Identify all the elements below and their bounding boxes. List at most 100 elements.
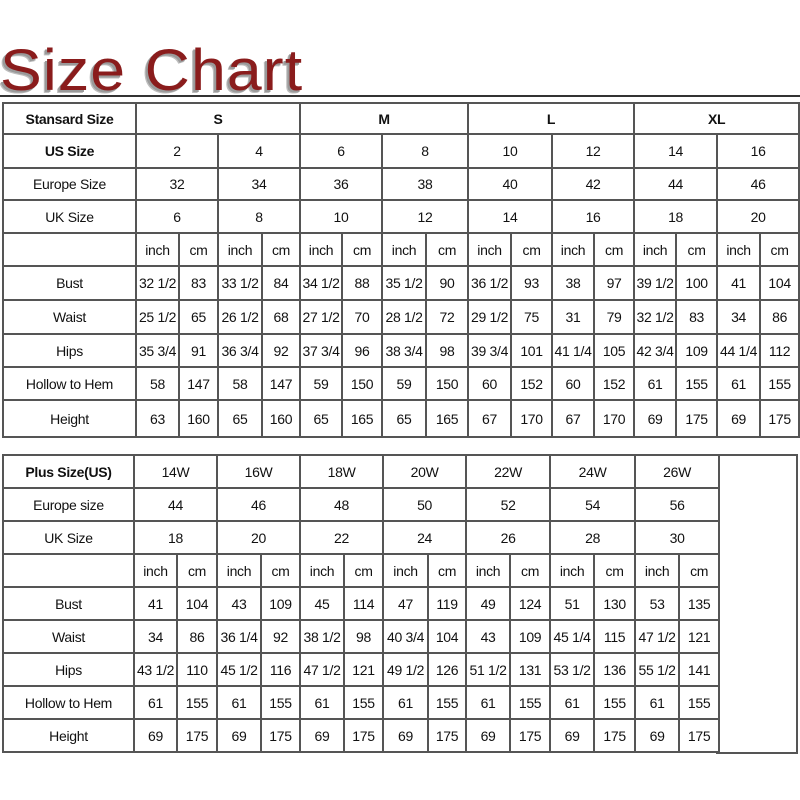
unit-header: cm	[425, 232, 470, 267]
measurement-value: 61	[549, 685, 596, 720]
measurement-value: 72	[425, 299, 470, 335]
uk-size-cell: 20	[216, 520, 302, 555]
plus-table-empty-area	[716, 454, 798, 754]
measurement-value: 150	[425, 366, 470, 401]
measurement-value: 32 1/2	[633, 299, 678, 335]
measurement-value: 155	[593, 685, 637, 720]
unit-header: cm	[260, 232, 302, 267]
measurement-value: 28 1/2	[381, 299, 428, 335]
unit-header: inch	[467, 232, 513, 267]
measurement-value: 152	[510, 366, 554, 401]
measurement-label: Hips	[2, 333, 137, 368]
measurement-value: 61	[299, 685, 346, 720]
measurement-label: Bust	[2, 586, 135, 621]
measurement-value: 69	[716, 399, 762, 438]
measurement-value: 41	[133, 586, 178, 621]
measurement-value: 175	[260, 718, 302, 753]
measurement-value: 69	[133, 718, 178, 753]
size-group-header: L	[467, 102, 636, 135]
eu-size-cell: 32	[135, 167, 219, 201]
measurement-value: 61	[133, 685, 178, 720]
measurement-value: 59	[299, 366, 344, 401]
us-size-cell: 6	[299, 133, 384, 169]
plus-size-header: 26W	[634, 454, 721, 489]
measurement-value: 61	[216, 685, 263, 720]
measurement-value: 101	[510, 333, 554, 368]
measurement-label: Hollow to Hem	[2, 366, 137, 401]
measurement-value: 35 1/2	[381, 265, 428, 301]
plus-size-header: 20W	[382, 454, 468, 489]
measurement-value: 25 1/2	[135, 299, 180, 335]
measurement-value: 45 1/2	[216, 652, 263, 687]
unit-header: inch	[551, 232, 596, 267]
row-header: Europe Size	[2, 167, 137, 201]
standard-size-table: Stansard Size S M L XL US Size 2 4 6 8 10 12 14 16 Eur…	[2, 102, 800, 438]
measurement-value: 29 1/2	[467, 299, 513, 335]
measurement-value: 69	[634, 718, 681, 753]
measurement-value: 69	[382, 718, 430, 753]
measurement-value: 43	[465, 619, 512, 654]
measurement-value: 155	[427, 685, 468, 720]
measurement-value: 58	[135, 366, 180, 401]
uk-size-cell: 10	[299, 199, 384, 234]
measurement-value: 147	[178, 366, 219, 401]
unit-header: cm	[343, 553, 385, 588]
table-row: Hips 43 1/2 110 45 1/2 116 47 1/2 121 49 1/2 126…	[2, 652, 721, 687]
measurement-value: 83	[178, 265, 219, 301]
table-row: UK Size 6 8 10 12 14 16 18 20	[2, 199, 800, 234]
measurement-label: Bust	[2, 265, 137, 301]
measurement-value: 67	[551, 399, 596, 438]
measurement-value: 152	[593, 366, 636, 401]
uk-size-cell: 16	[551, 199, 636, 234]
measurement-value: 65	[381, 399, 428, 438]
eu-size-cell: 42	[551, 167, 636, 201]
eu-size-cell: 38	[381, 167, 470, 201]
measurement-value: 160	[178, 399, 219, 438]
plus-size-header: 24W	[549, 454, 637, 489]
measurement-value: 84	[260, 265, 302, 301]
measurement-value: 175	[509, 718, 552, 753]
unit-header: cm	[427, 553, 468, 588]
measurement-value: 121	[343, 652, 385, 687]
measurement-value: 104	[175, 586, 219, 621]
measurement-value: 47 1/2	[634, 619, 681, 654]
eu-size-cell: 50	[382, 487, 468, 522]
table-row: Stansard Size S M L XL	[2, 102, 800, 135]
size-group-header: XL	[633, 102, 800, 135]
measurement-label: Height	[2, 718, 135, 753]
measurement-value: 59	[381, 366, 428, 401]
measurement-value: 98	[425, 333, 470, 368]
unit-header: inch	[382, 553, 430, 588]
measurement-value: 119	[427, 586, 468, 621]
measurement-value: 155	[675, 366, 719, 401]
measurement-value: 44 1/4	[716, 333, 762, 368]
unit-header: cm	[341, 232, 384, 267]
measurement-label: Height	[2, 399, 137, 438]
measurement-value: 61	[634, 685, 681, 720]
measurement-value: 58	[217, 366, 263, 401]
measurement-value: 92	[260, 333, 302, 368]
measurement-value: 75	[510, 299, 554, 335]
measurement-value: 40 3/4	[382, 619, 430, 654]
us-size-cell: 10	[467, 133, 554, 169]
measurement-value: 53	[634, 586, 681, 621]
measurement-value: 126	[427, 652, 468, 687]
measurement-value: 175	[759, 399, 800, 438]
unit-header: cm	[593, 553, 637, 588]
uk-size-cell: 8	[216, 199, 302, 234]
measurement-value: 65	[217, 399, 263, 438]
measurement-value: 91	[178, 333, 219, 368]
table-row: Waist 25 1/2 65 26 1/2 68 27 1/2 70 28 1/2 72 29 …	[2, 299, 800, 335]
unit-header: cm	[510, 232, 554, 267]
unit-header: inch	[633, 232, 678, 267]
row-header: UK Size	[2, 520, 135, 555]
unit-header: cm	[260, 553, 302, 588]
measurement-value: 42 3/4	[633, 333, 678, 368]
measurement-value: 41 1/4	[551, 333, 596, 368]
measurement-value: 109	[675, 333, 719, 368]
row-header: UK Size	[2, 199, 137, 234]
measurement-value: 53 1/2	[549, 652, 596, 687]
measurement-value: 67	[467, 399, 513, 438]
unit-header: cm	[678, 553, 721, 588]
measurement-value: 109	[509, 619, 552, 654]
